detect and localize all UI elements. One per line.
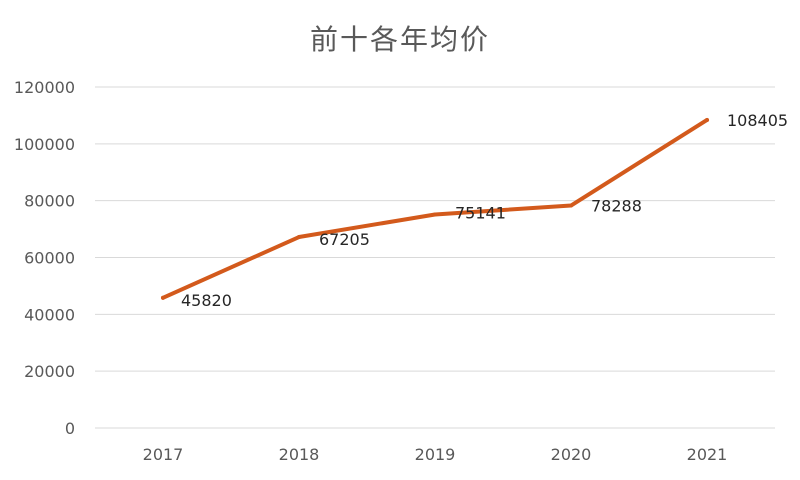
y-tick-label: 100000	[14, 135, 75, 154]
y-tick-label: 80000	[24, 192, 75, 211]
y-tick-label: 20000	[24, 362, 75, 381]
x-tick-label: 2020	[551, 445, 592, 464]
data-label: 45820	[181, 291, 232, 310]
x-tick-label: 2017	[143, 445, 184, 464]
y-tick-label: 0	[65, 419, 75, 438]
data-label: 78288	[591, 197, 642, 216]
data-point	[569, 203, 573, 208]
y-tick-label: 120000	[14, 78, 75, 97]
data-point	[705, 117, 709, 122]
y-tick-label: 60000	[24, 249, 75, 268]
x-tick-label: 2018	[279, 445, 320, 464]
x-tick-label: 2021	[687, 445, 728, 464]
chart-title: 前十各年均价	[309, 23, 490, 56]
data-point	[433, 212, 437, 217]
x-tick-label: 2019	[415, 445, 456, 464]
data-point	[161, 295, 165, 300]
data-label: 75141	[455, 203, 506, 222]
data-label: 67205	[319, 230, 370, 249]
data-label: 108405	[727, 111, 788, 130]
data-point	[297, 235, 301, 240]
y-tick-label: 40000	[24, 305, 75, 324]
